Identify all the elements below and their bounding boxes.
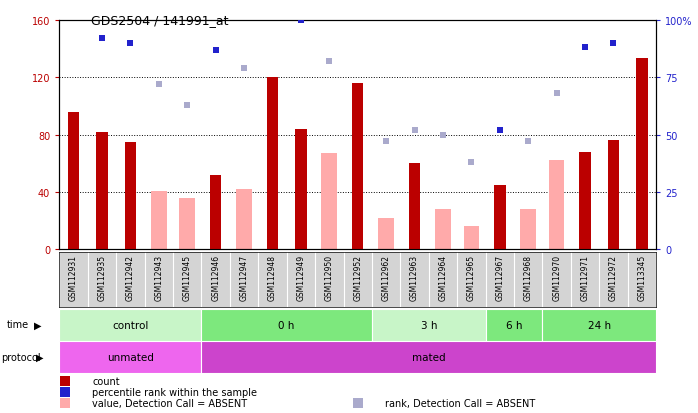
Bar	[68, 112, 79, 250]
Bar	[125, 142, 136, 250]
Bar	[486, 309, 542, 341]
Bar	[463, 227, 480, 250]
Bar	[322, 154, 337, 250]
Bar	[521, 210, 536, 250]
Text: unmated: unmated	[107, 352, 154, 362]
Bar	[494, 185, 505, 250]
Text: 6 h: 6 h	[506, 320, 522, 330]
Text: GSM112950: GSM112950	[325, 254, 334, 300]
Text: GSM113345: GSM113345	[637, 254, 646, 300]
Text: GSM112971: GSM112971	[581, 254, 590, 300]
Bar	[542, 309, 656, 341]
Bar	[409, 164, 420, 250]
Bar	[267, 78, 278, 250]
Bar	[59, 309, 202, 341]
Text: GSM112947: GSM112947	[239, 254, 248, 300]
Bar	[210, 176, 221, 250]
Bar	[96, 133, 107, 250]
Text: GSM112931: GSM112931	[69, 254, 78, 300]
Text: control: control	[112, 320, 149, 330]
Bar	[202, 341, 656, 373]
Text: 3 h: 3 h	[420, 320, 437, 330]
Bar	[608, 141, 619, 250]
Bar	[636, 59, 648, 250]
Bar	[352, 84, 364, 250]
Text: GSM112948: GSM112948	[268, 254, 277, 300]
Text: percentile rank within the sample: percentile rank within the sample	[92, 387, 257, 397]
Text: GSM112967: GSM112967	[496, 254, 505, 300]
Text: GSM112952: GSM112952	[353, 254, 362, 300]
Bar	[59, 341, 202, 373]
Text: 0 h: 0 h	[279, 320, 295, 330]
Bar	[435, 210, 451, 250]
Bar	[295, 130, 306, 250]
Text: GSM112963: GSM112963	[410, 254, 419, 300]
Text: ▶: ▶	[34, 320, 41, 330]
Text: GDS2504 / 141991_at: GDS2504 / 141991_at	[91, 14, 228, 27]
Text: GSM112946: GSM112946	[211, 254, 220, 300]
Text: mated: mated	[412, 352, 445, 362]
Text: protocol: protocol	[1, 352, 41, 362]
Text: GSM112935: GSM112935	[98, 254, 107, 300]
Text: count: count	[92, 376, 120, 386]
Bar	[151, 191, 167, 250]
Text: GSM112943: GSM112943	[154, 254, 163, 300]
Bar	[372, 309, 486, 341]
Text: GSM112949: GSM112949	[297, 254, 306, 300]
Text: GSM112965: GSM112965	[467, 254, 476, 300]
Text: GSM112968: GSM112968	[524, 254, 533, 300]
Bar	[378, 218, 394, 250]
Text: 24 h: 24 h	[588, 320, 611, 330]
Text: GSM112964: GSM112964	[438, 254, 447, 300]
Text: time: time	[7, 320, 29, 330]
Text: GSM112962: GSM112962	[382, 254, 391, 300]
Text: rank, Detection Call = ABSENT: rank, Detection Call = ABSENT	[385, 399, 535, 408]
Text: GSM112945: GSM112945	[183, 254, 192, 300]
Bar	[549, 161, 565, 250]
Bar	[202, 309, 372, 341]
Text: GSM112972: GSM112972	[609, 254, 618, 300]
Bar	[579, 152, 591, 250]
Bar	[236, 190, 252, 250]
Bar	[179, 198, 195, 250]
Text: ▶: ▶	[36, 352, 44, 362]
Text: value, Detection Call = ABSENT: value, Detection Call = ABSENT	[92, 399, 247, 408]
Text: GSM112942: GSM112942	[126, 254, 135, 300]
Text: GSM112970: GSM112970	[552, 254, 561, 300]
